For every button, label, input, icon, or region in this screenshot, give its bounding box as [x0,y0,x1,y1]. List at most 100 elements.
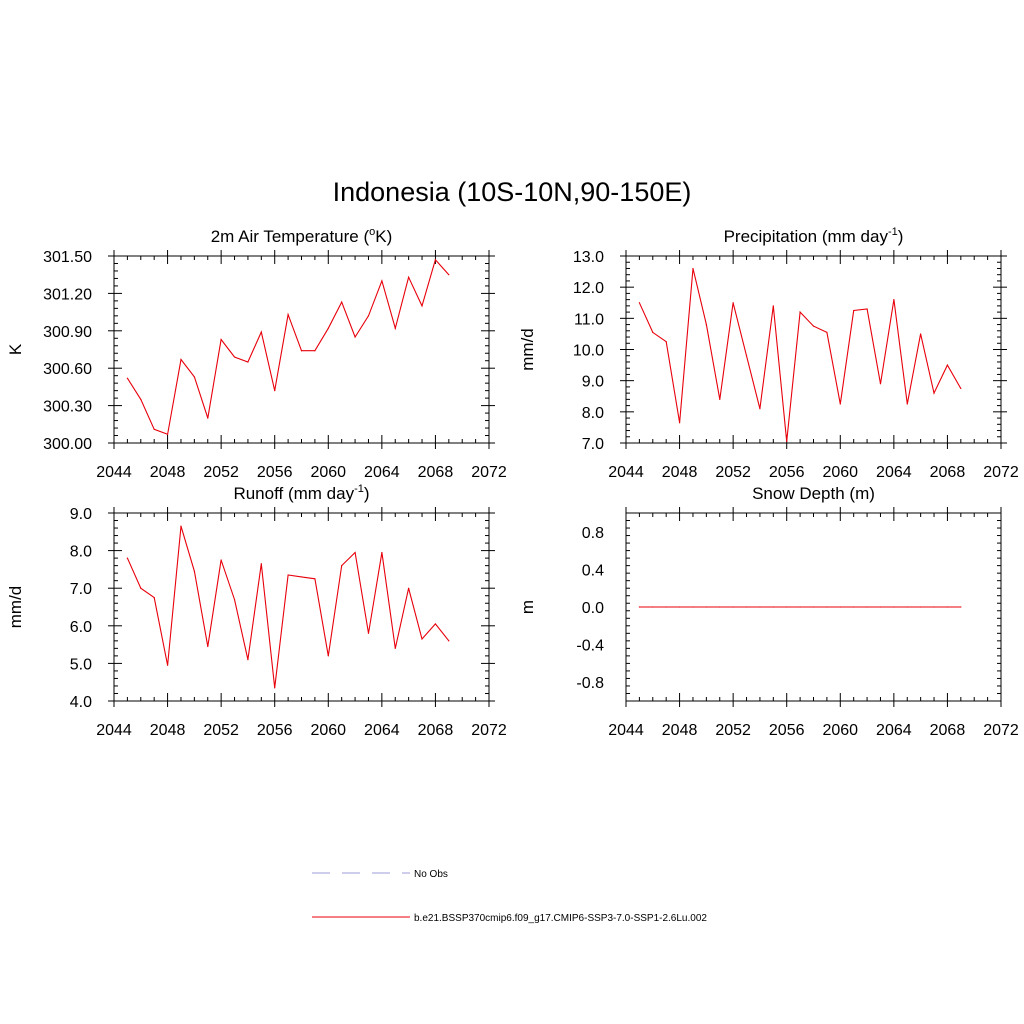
data-point [207,645,209,648]
y-tick-label: 4.0 [70,694,92,711]
data-point [140,398,142,400]
x-tick-label: 2060 [822,464,858,481]
data-point [732,302,734,304]
data-point [220,559,222,561]
data-point [933,392,935,394]
data-point [879,606,882,608]
data-point [314,578,316,580]
x-tick-label: 2056 [769,464,805,481]
data-point [866,606,868,608]
panels: 2m Air Temperature (oK) K 2044 2048 2052 2056… [6,226,1019,739]
data-point [678,606,681,608]
panel-title: 2m Air Temperature (oK) [211,226,393,246]
y-tick-label: 0.4 [582,562,604,579]
data-point [853,309,855,312]
data-point [745,355,748,357]
x-tick-label: 2048 [150,722,186,739]
data-point [140,587,142,589]
data-point [906,606,908,608]
data-point [126,557,128,559]
y-tick-label: 7.0 [582,436,604,453]
x-tick-label: 2048 [662,464,698,481]
data-point [381,280,383,282]
data-point [705,323,707,326]
data-point [354,551,356,554]
x-tick-label: 2064 [364,464,400,481]
y-tick-label: 10.0 [573,343,604,360]
x-tick-label: 2072 [471,464,507,481]
x-tick-label: 2044 [608,464,644,481]
panel-1: Precipitation (mm day-1) mm/d 2044 2048 2052… [518,226,1019,481]
y-tick-label: -0.4 [576,638,604,655]
data-point [799,311,801,313]
x-tick-label: 2072 [983,722,1019,739]
y-tick-label: 0.0 [582,600,604,617]
data-point [960,387,962,390]
y-tick-label: 9.0 [70,506,92,523]
data-point [394,327,396,329]
y-tick-label: 6.0 [70,619,92,636]
data-point [207,417,209,419]
x-tick-label: 2064 [876,722,912,739]
data-point [421,305,423,307]
data-point [638,606,640,608]
x-tick-label: 2068 [930,464,966,481]
x-tick-label: 2068 [418,464,454,481]
data-point [274,687,276,689]
data-point [421,638,423,640]
data-point [652,606,654,608]
x-tick-label: 2068 [930,722,966,739]
data-point [247,361,249,363]
data-point [434,623,437,625]
panel-3: Snow Depth (m) m 2044 2048 2052 2056 2060 2064 2… [518,484,1019,739]
data-point [193,570,195,572]
x-tick-label: 2056 [257,464,293,481]
y-tick-label: 0.8 [582,525,604,542]
data-point [920,333,922,335]
data-point [759,606,761,608]
data-point [180,525,182,527]
plot-frame [625,255,1002,444]
y-tick-label: 301.50 [43,249,92,266]
data-point [839,403,841,405]
x-tick-label: 2048 [662,722,698,739]
data-point [153,597,155,599]
data-point [193,376,195,378]
y-axis-label: mm/d [518,328,537,371]
y-tick-label: 5.0 [70,656,92,673]
data-point [233,598,236,601]
data-point [434,259,437,261]
data-point [826,606,828,608]
x-tick-label: 2056 [257,722,293,739]
data-point [448,274,450,276]
y-tick-label: 9.0 [582,374,604,391]
panel-title: Runoff (mm day-1) [233,483,369,503]
x-tick-label: 2060 [310,464,346,481]
x-tick-label: 2056 [769,722,805,739]
data-point [786,606,788,608]
data-point [233,356,236,358]
y-tick-label: 300.00 [43,436,92,453]
data-point [166,433,169,435]
data-point [367,315,370,317]
data-point [367,632,370,634]
panel-0: 2m Air Temperature (oK) K 2044 2048 2052 2056… [6,226,507,481]
data-point [692,606,694,608]
data-point [153,428,155,430]
plot-frame [113,512,490,702]
y-axis-label: mm/d [6,586,25,629]
x-tick-label: 2044 [608,722,644,739]
x-tick-label: 2044 [96,722,132,739]
x-tick-label: 2060 [310,722,346,739]
y-tick-label: 13.0 [573,249,604,266]
panel-2: Runoff (mm day-1) mm/d 2044 2048 2052 2056 206… [6,483,507,739]
data-point [906,403,908,405]
data-point [180,358,182,361]
y-tick-label: 300.30 [43,399,92,416]
x-tick-label: 2072 [471,722,507,739]
x-tick-label: 2048 [150,464,186,481]
data-point [893,299,895,301]
data-point [799,606,801,608]
y-tick-label: 11.0 [574,311,604,328]
